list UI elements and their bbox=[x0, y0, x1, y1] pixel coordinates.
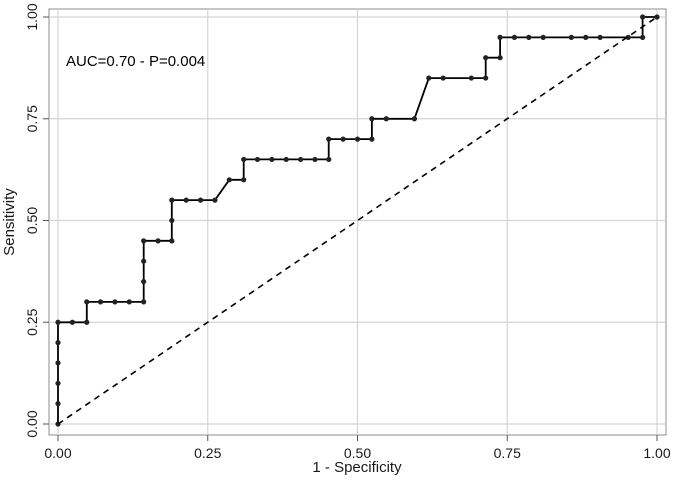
roc-point bbox=[640, 34, 646, 40]
roc-point bbox=[354, 136, 361, 142]
roc-point bbox=[254, 156, 261, 163]
roc-point bbox=[241, 177, 247, 183]
roc-point bbox=[69, 319, 75, 325]
roc-point bbox=[511, 34, 518, 40]
roc-point bbox=[340, 136, 346, 142]
x-tick-label: 0.50 bbox=[344, 445, 371, 461]
roc-point bbox=[155, 238, 161, 244]
roc-point bbox=[169, 217, 175, 224]
roc-point bbox=[112, 299, 118, 305]
roc-point bbox=[141, 238, 147, 244]
roc-point bbox=[383, 116, 389, 122]
roc-point bbox=[283, 156, 289, 163]
roc-point bbox=[468, 75, 474, 81]
roc-point bbox=[625, 34, 631, 40]
roc-point bbox=[497, 34, 503, 40]
roc-point bbox=[55, 360, 61, 366]
roc-point bbox=[426, 75, 432, 81]
roc-point bbox=[483, 75, 489, 81]
roc-point bbox=[568, 34, 574, 40]
y-tick-label: 0.25 bbox=[24, 308, 40, 335]
roc-point bbox=[497, 55, 503, 61]
auc-annotation: AUC=0.70 - P=0.004 bbox=[66, 53, 205, 70]
x-tick-label: 0.00 bbox=[44, 445, 71, 461]
roc-point bbox=[169, 197, 175, 203]
y-tick-label: 0.50 bbox=[24, 207, 40, 234]
roc-point bbox=[197, 197, 204, 203]
roc-point bbox=[654, 14, 660, 20]
roc-point bbox=[483, 55, 489, 61]
roc-point bbox=[55, 340, 61, 346]
x-axis-ticks: 0.00 0.25 0.50 0.75 1.00 bbox=[44, 435, 671, 461]
roc-point bbox=[583, 34, 589, 40]
roc-point bbox=[84, 299, 90, 305]
roc-point bbox=[640, 14, 646, 20]
roc-point bbox=[226, 177, 232, 183]
x-tick-label: 1.00 bbox=[643, 445, 670, 461]
roc-point bbox=[297, 156, 304, 163]
roc-point bbox=[597, 34, 603, 40]
roc-point bbox=[141, 278, 147, 285]
y-tick-label: 0.75 bbox=[24, 105, 40, 132]
x-tick-label: 0.25 bbox=[194, 445, 221, 461]
roc-point bbox=[212, 197, 218, 203]
y-tick-label: 0.00 bbox=[24, 410, 40, 437]
roc-point bbox=[183, 197, 189, 203]
roc-point bbox=[411, 116, 418, 122]
roc-point bbox=[326, 136, 332, 142]
roc-point bbox=[312, 156, 318, 163]
roc-point bbox=[369, 116, 375, 122]
roc-point bbox=[540, 34, 546, 40]
y-tick-label: 1.00 bbox=[24, 3, 40, 30]
roc-point bbox=[369, 136, 375, 142]
roc-point bbox=[55, 319, 61, 325]
roc-point bbox=[55, 380, 61, 386]
roc-point bbox=[126, 299, 132, 305]
y-axis-title: Sensitivity bbox=[1, 188, 18, 256]
roc-point bbox=[326, 156, 332, 163]
roc-point bbox=[169, 238, 175, 244]
roc-point bbox=[269, 156, 275, 163]
roc-point bbox=[84, 319, 90, 325]
roc-point bbox=[141, 258, 147, 264]
roc-point bbox=[241, 156, 247, 163]
y-axis-ticks: 0.00 0.25 0.50 0.75 1.00 bbox=[24, 3, 49, 438]
roc-point bbox=[526, 34, 532, 40]
roc-point bbox=[97, 299, 104, 305]
roc-point bbox=[55, 401, 61, 407]
x-tick-label: 0.75 bbox=[494, 445, 521, 461]
series-layer bbox=[55, 14, 660, 427]
roc-point bbox=[141, 299, 147, 305]
x-axis-title: 1 - Specificity bbox=[312, 459, 402, 476]
roc-point bbox=[440, 75, 446, 81]
